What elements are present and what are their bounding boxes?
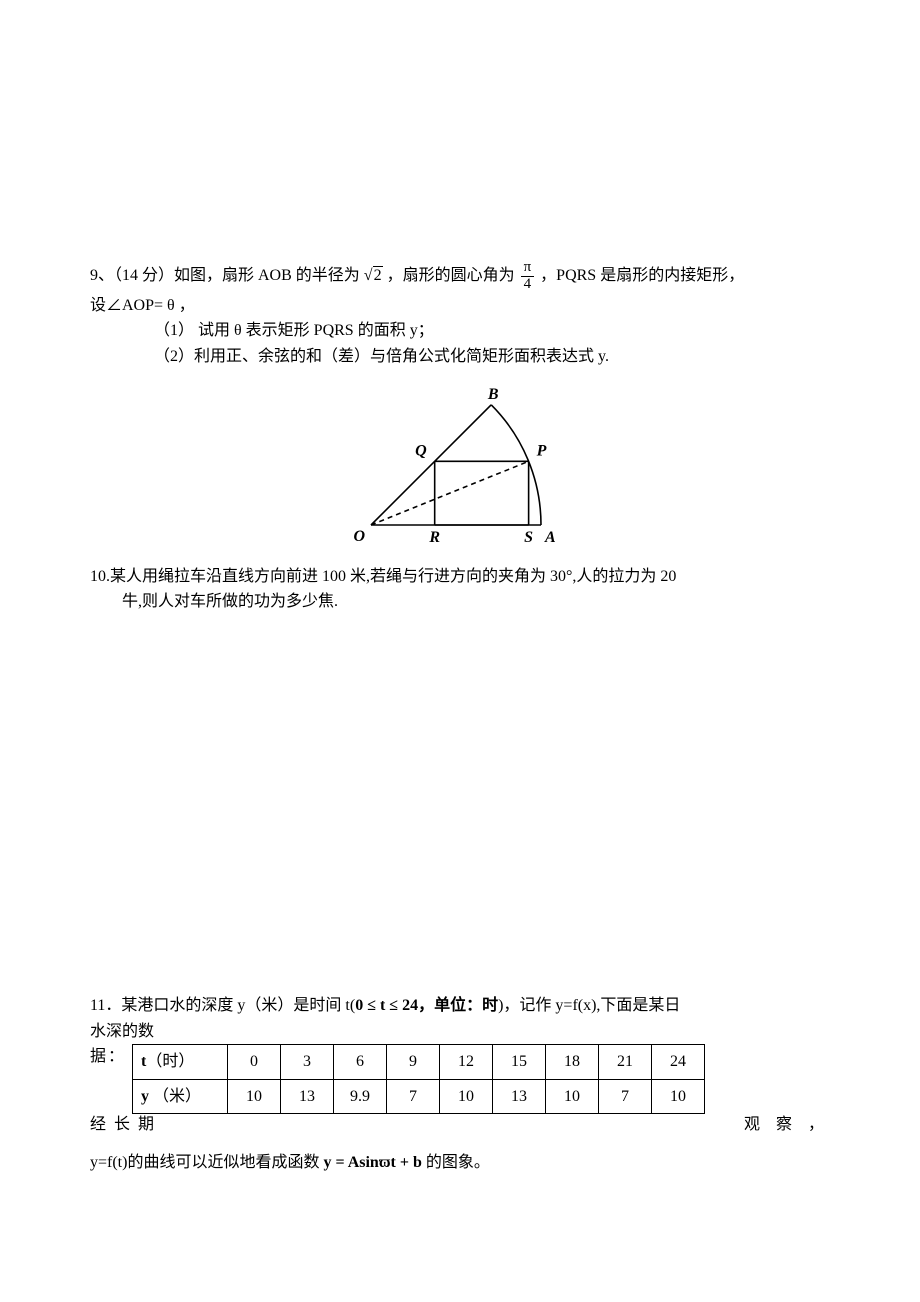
- q11-final-a: y=f(t)的曲线可以近似地看成函数: [90, 1154, 319, 1171]
- frac-pi-4: π 4: [519, 260, 537, 293]
- table-cell: 24: [652, 1045, 705, 1080]
- q11-final: y=f(t)的曲线可以近似地看成函数 y = Asinϖt + b 的图象。: [90, 1150, 830, 1176]
- q11-intro1-a: 11．某港口水的深度 y（米）是时间 t(: [90, 997, 355, 1014]
- sector-diagram-svg: O R SA B Q P: [345, 375, 575, 545]
- table-cell: 9: [387, 1045, 440, 1080]
- table-cell: 7: [599, 1079, 652, 1114]
- q11-intro1-b: )，记作 y=f(x),下面是某日: [498, 997, 680, 1014]
- question-10: 10.某人用绳拉车沿直线方向前进 100 米,若绳与行进方向的夹角为 30°,人…: [90, 564, 830, 615]
- q11-final-bold: y = Asinϖt + b: [323, 1154, 421, 1171]
- table-cell: 10: [228, 1079, 281, 1114]
- table-cell: 15: [493, 1045, 546, 1080]
- question-9: 9、（14 分）如图，扇形 AOB 的半径为 √2 ，扇形的圆心角为 π 4 ，…: [90, 260, 830, 554]
- svg-text:Q: Q: [415, 443, 427, 460]
- table-cell: 3: [281, 1045, 334, 1080]
- table-cell: 13: [281, 1079, 334, 1114]
- q9-text-c: ，PQRS 是扇形的内接矩形，: [540, 267, 744, 284]
- q11-intro1: 11．某港口水的深度 y（米）是时间 t(0 ≤ t ≤ 24，单位：时)，记作…: [90, 993, 830, 1019]
- row-header: t（时）: [133, 1045, 228, 1080]
- table-cell: 21: [599, 1045, 652, 1080]
- q9-line2: 设∠AOP= θ ，: [90, 293, 830, 319]
- svg-text:O: O: [353, 528, 365, 545]
- table-row: t（时）03691215182124: [133, 1045, 705, 1080]
- q9-sub1: （1） 试用 θ 表示矩形 PQRS 的面积 y；: [90, 318, 830, 344]
- q9-line1: 9、（14 分）如图，扇形 AOB 的半径为 √2 ，扇形的圆心角为 π 4 ，…: [90, 260, 830, 293]
- table-cell: 10: [652, 1079, 705, 1114]
- q10-line2: 牛,则人对车所做的功为多少焦.: [90, 589, 830, 615]
- page-root: 9、（14 分）如图，扇形 AOB 的半径为 √2 ，扇形的圆心角为 π 4 ，…: [0, 0, 920, 1244]
- svg-text:A: A: [544, 529, 556, 545]
- svg-text:R: R: [428, 529, 440, 545]
- vertical-gap: [90, 623, 830, 993]
- table-cell: 18: [546, 1045, 599, 1080]
- q11-table-wrap: t（时）03691215182124y （米）10139.97101310710: [132, 1044, 830, 1114]
- q9-text-a: 9、（14 分）如图，扇形 AOB 的半径为: [90, 267, 360, 284]
- question-11: 11．某港口水的深度 y（米）是时间 t(0 ≤ t ≤ 24，单位：时)，记作…: [90, 993, 830, 1176]
- depth-table: t（时）03691215182124y （米）10139.97101310710: [132, 1044, 705, 1114]
- sqrt-2: √2: [364, 266, 383, 284]
- q11-left-label: 据：: [90, 1044, 132, 1070]
- svg-text:S: S: [524, 529, 533, 545]
- q9-sub2: （2）利用正、余弦的和（差）与倍角公式化简矩形面积表达式 y.: [90, 344, 830, 370]
- q11-below-row: 经 长 期 观 察 ，: [90, 1112, 830, 1138]
- q9-diagram-wrap: O R SA B Q P: [90, 375, 830, 554]
- row-header: y （米）: [133, 1079, 228, 1114]
- svg-text:B: B: [487, 386, 499, 403]
- q9-text-b: ，扇形的圆心角为: [387, 267, 515, 284]
- q11-right-label: 观 察 ，: [738, 1112, 830, 1138]
- table-cell: 7: [387, 1079, 440, 1114]
- table-cell: 10: [440, 1079, 493, 1114]
- q11-intro2: 水深的数: [90, 1019, 830, 1045]
- table-cell: 12: [440, 1045, 493, 1080]
- table-row: y （米）10139.97101310710: [133, 1079, 705, 1114]
- q9-diagram: O R SA B Q P: [345, 375, 575, 554]
- q11-final-tail: 的图象。: [426, 1154, 490, 1171]
- table-cell: 0: [228, 1045, 281, 1080]
- q11-intro1-bold: 0 ≤ t ≤ 24，单位：时: [355, 997, 498, 1014]
- table-cell: 13: [493, 1079, 546, 1114]
- table-cell: 9.9: [334, 1079, 387, 1114]
- q11-below-left: 经 长 期: [90, 1112, 162, 1138]
- table-cell: 6: [334, 1045, 387, 1080]
- q11-table-row: 据： t（时）03691215182124y （米）10139.97101310…: [90, 1044, 830, 1114]
- svg-text:P: P: [536, 443, 547, 460]
- table-cell: 10: [546, 1079, 599, 1114]
- q10-line1: 10.某人用绳拉车沿直线方向前进 100 米,若绳与行进方向的夹角为 30°,人…: [90, 564, 830, 590]
